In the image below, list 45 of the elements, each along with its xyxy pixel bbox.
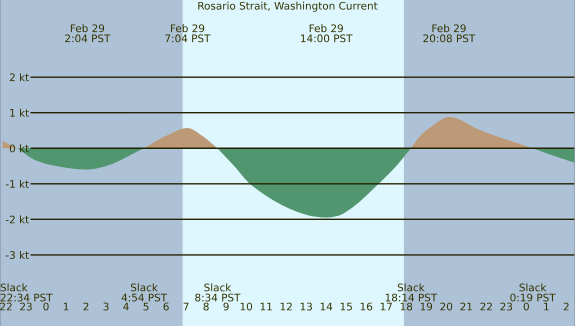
x-tick-label: 5	[144, 302, 148, 310]
x-tick-label: 0	[43, 302, 49, 310]
x-tick-label: 19	[420, 302, 432, 310]
x-tick-label: 23	[20, 302, 32, 310]
x-tick-label: 9	[223, 302, 229, 310]
annotation: Feb 29 14:00 PST	[301, 24, 353, 42]
annotation: Slack 0:19 PST	[510, 283, 556, 302]
x-tick-label: 13	[300, 302, 312, 310]
x-tick-label: 22	[0, 302, 12, 310]
x-tick-label: 6	[164, 302, 169, 310]
annotation: Feb 29 20:08 PST	[423, 24, 476, 42]
x-tick-label: 11	[260, 302, 272, 310]
annotation: Feb 29 7:04 PST	[165, 24, 210, 42]
y-tick-label: 2 kt	[10, 73, 29, 82]
x-tick-label: 17	[380, 302, 392, 310]
x-tick-label: 23	[500, 302, 512, 310]
y-tick-label: -2 kt	[6, 215, 29, 224]
y-tick-label: 0 kt	[10, 144, 29, 152]
chart-title: Rosario Strait, Washington Current	[198, 2, 378, 12]
x-tick-label: 3	[104, 302, 109, 310]
x-tick-label: 0	[524, 302, 529, 310]
y-tick-label: 1 kt	[10, 108, 29, 117]
x-tick-label: 4	[123, 302, 129, 310]
y-tick-label: -3 kt	[6, 250, 29, 260]
x-tick-label: 21	[460, 302, 472, 310]
x-tick-label: 16	[360, 302, 372, 310]
x-tick-label: 7	[184, 302, 189, 310]
annotation: Slack 22:34 PST	[0, 283, 53, 302]
x-tick-label: 1	[64, 302, 68, 310]
annotation: Slack 8:34 PST	[195, 283, 240, 302]
annotation: Slack 4:54 PST	[122, 283, 168, 302]
annotation: Feb 29 2:04 PST	[65, 24, 110, 42]
x-tick-label: 20	[440, 302, 452, 310]
x-tick-label: 2	[564, 302, 569, 310]
x-tick-label: 12	[280, 302, 292, 310]
x-tick-label: 18	[400, 302, 412, 310]
x-tick-label: 2	[84, 302, 88, 310]
annotation: Slack 18:14 PST	[386, 283, 438, 302]
x-tick-label: 8	[204, 302, 209, 310]
x-tick-label: 14	[320, 302, 332, 310]
x-tick-label: 1	[544, 302, 549, 310]
x-tick-label: 10	[240, 302, 252, 310]
y-tick-label: -1 kt	[6, 180, 29, 188]
x-tick-label: 15	[340, 302, 352, 310]
x-tick-label: 22	[480, 302, 492, 310]
